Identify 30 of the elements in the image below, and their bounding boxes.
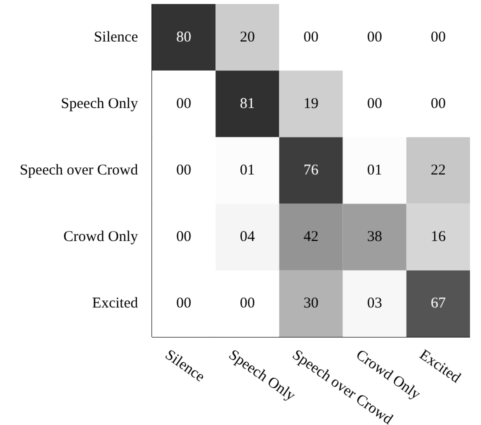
data-label: 42 (304, 229, 318, 246)
data-label: 00 (176, 162, 192, 178)
data-label: 04 (240, 229, 256, 246)
data-label: 00 (367, 96, 382, 112)
y-tick-label: Speech Only (60, 96, 138, 112)
data-label: 00 (430, 96, 446, 112)
data-label: 00 (367, 29, 382, 46)
data-label: 80 (176, 29, 192, 46)
data-label: 67 (430, 296, 446, 312)
data-label: 00 (304, 29, 318, 46)
data-label: 22 (430, 162, 446, 178)
y-tick-label: Silence (94, 29, 138, 46)
y-tick-label: Crowd Only (63, 229, 138, 246)
data-label: 01 (367, 162, 382, 178)
data-label: 38 (367, 229, 382, 246)
data-label: 00 (430, 29, 446, 46)
data-label: 20 (240, 29, 255, 46)
data-label: 19 (304, 96, 318, 112)
y-tick-label: Speech over Crowd (20, 162, 138, 178)
data-label: 00 (176, 229, 192, 246)
data-label: 81 (240, 96, 255, 112)
data-label: 30 (304, 296, 318, 312)
data-label: 00 (176, 296, 192, 312)
data-label: 76 (304, 162, 319, 178)
data-label: 00 (240, 296, 255, 312)
y-tick-label: Excited (92, 296, 138, 312)
data-label: 00 (176, 96, 192, 112)
data-label: 03 (367, 296, 382, 312)
data-label: 16 (430, 229, 446, 246)
data-label: 01 (240, 162, 255, 178)
